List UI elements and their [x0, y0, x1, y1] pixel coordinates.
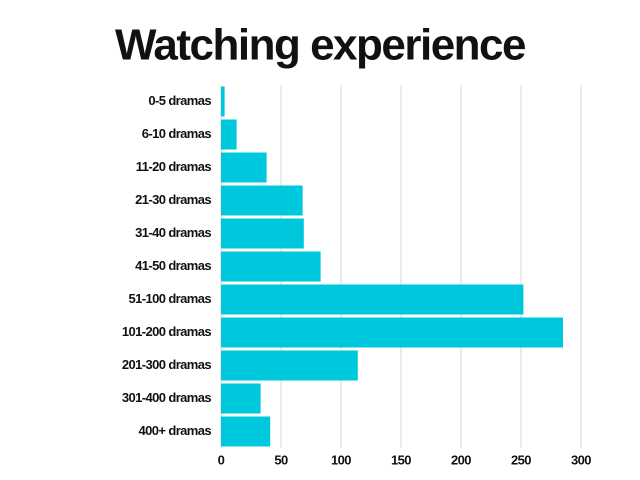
y-tick-label: 0-5 dramas — [148, 93, 211, 108]
chart-title: Watching experience — [115, 21, 525, 70]
x-tick-label: 50 — [274, 452, 288, 467]
bar — [221, 251, 321, 282]
bar — [221, 317, 563, 348]
bar — [221, 86, 225, 117]
y-tick-label: 41-50 dramas — [135, 258, 211, 273]
y-tick-label: 51-100 dramas — [128, 291, 211, 306]
bar — [221, 185, 303, 216]
y-tick-label: 11-20 dramas — [136, 159, 212, 174]
y-tick-label: 21-30 dramas — [135, 192, 211, 207]
bar — [221, 284, 524, 315]
x-tick-label: 300 — [571, 452, 591, 467]
y-tick-label: 201-300 dramas — [122, 357, 212, 372]
x-tick-label: 200 — [451, 452, 471, 467]
bar — [221, 218, 304, 249]
y-tick-label: 400+ dramas — [138, 423, 211, 438]
y-tick-label: 31-40 dramas — [135, 225, 211, 240]
bar — [221, 416, 271, 447]
y-tick-label: 101-200 dramas — [122, 324, 212, 339]
x-tick-label: 0 — [218, 452, 225, 467]
y-tick-label: 301-400 dramas — [122, 390, 212, 405]
bar — [221, 119, 237, 150]
bar — [221, 152, 267, 183]
bar — [221, 350, 358, 381]
x-tick-label: 250 — [511, 452, 531, 467]
bar — [221, 383, 261, 414]
y-tick-label: 6-10 dramas — [142, 126, 212, 141]
x-tick-label: 100 — [331, 452, 351, 467]
x-tick-label: 150 — [391, 452, 411, 467]
